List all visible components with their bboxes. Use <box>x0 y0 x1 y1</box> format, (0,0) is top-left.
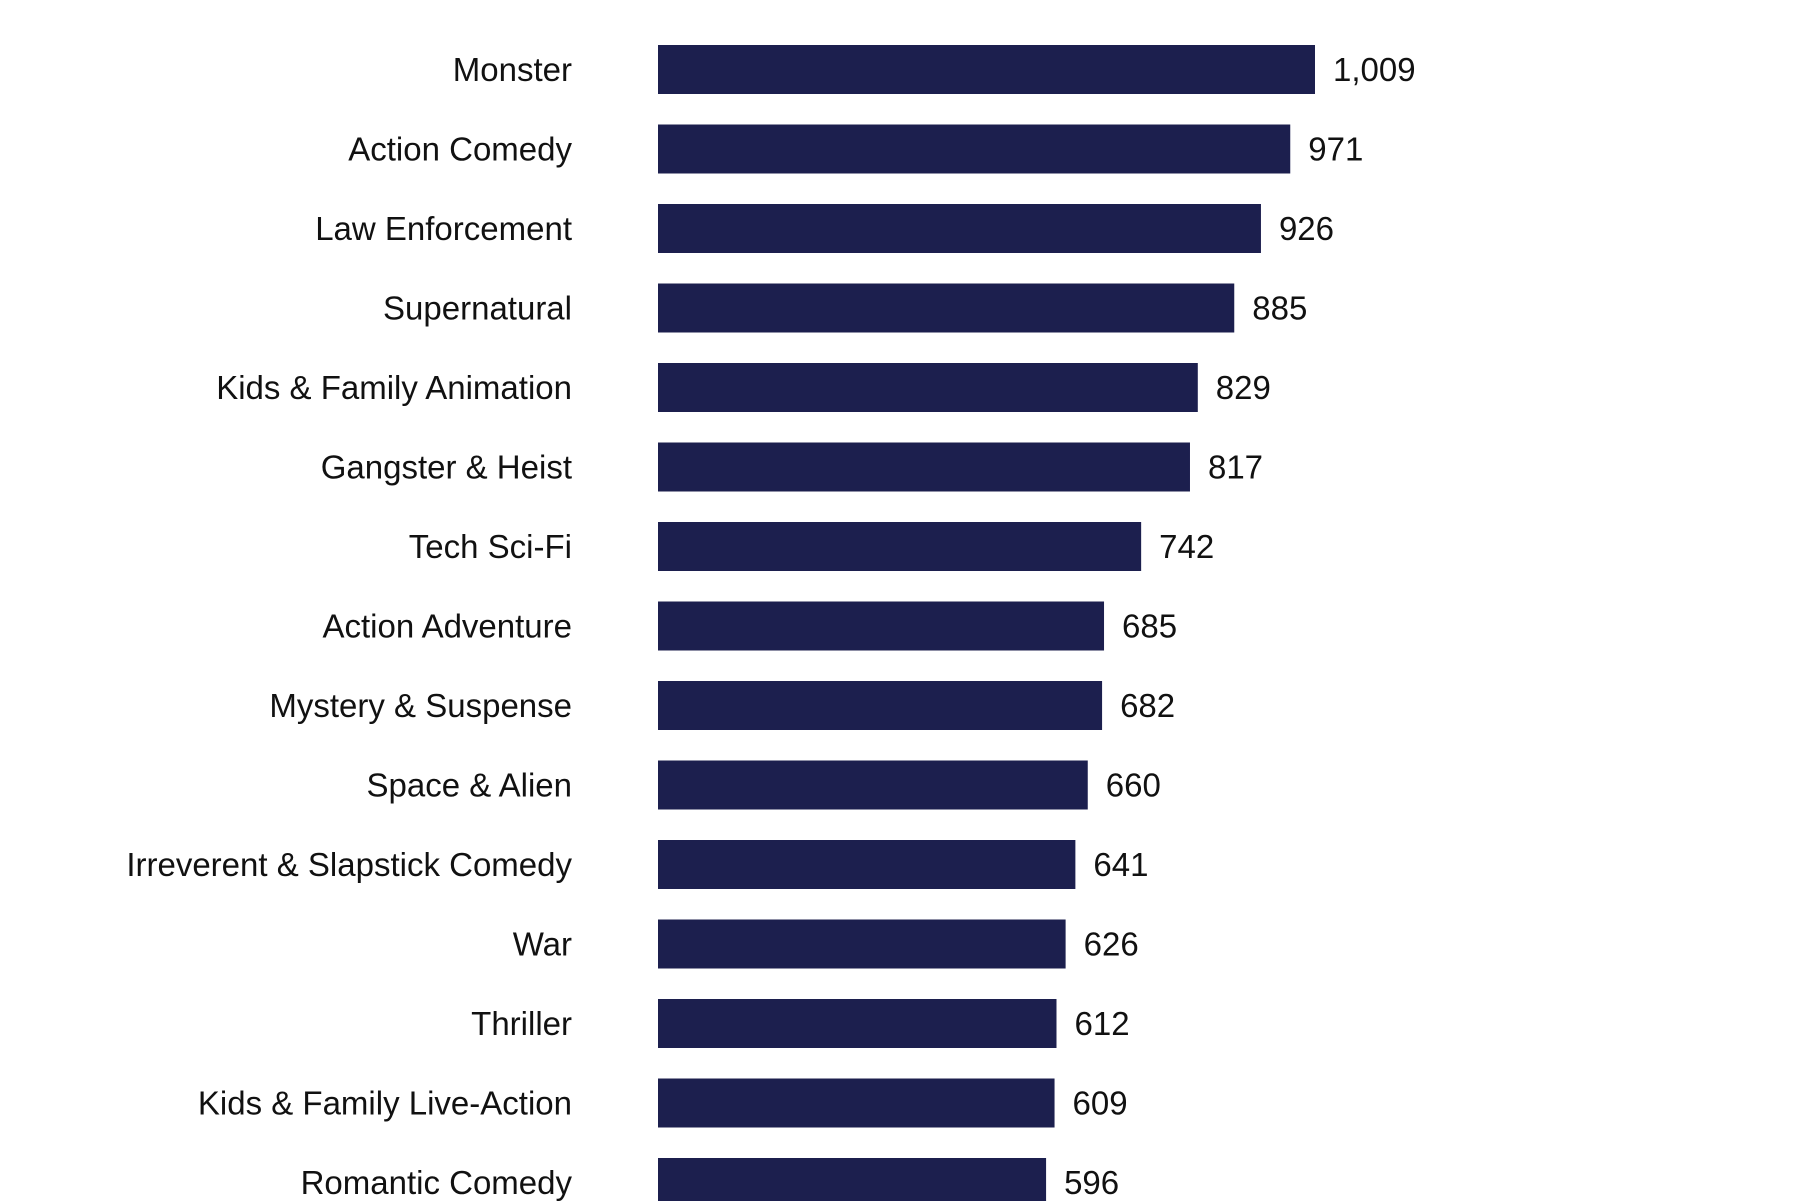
value-label: 829 <box>1216 369 1271 406</box>
bar <box>658 45 1315 94</box>
bar-row: Action Adventure 685 <box>323 601 1177 651</box>
bar <box>658 999 1057 1048</box>
bar <box>658 522 1142 571</box>
category-label: Monster <box>453 51 572 88</box>
bar <box>658 840 1076 889</box>
category-label: War <box>513 926 572 963</box>
bar-row: Kids & Family Animation 829 <box>216 363 1271 412</box>
value-label: 641 <box>1093 846 1148 883</box>
category-label: Irreverent & Slapstick Comedy <box>126 846 572 883</box>
bar <box>658 1078 1055 1128</box>
category-label: Thriller <box>471 1005 572 1042</box>
category-label: Action Comedy <box>348 131 572 168</box>
bar <box>658 919 1066 969</box>
bar-row: Irreverent & Slapstick Comedy 641 <box>126 840 1148 889</box>
bar <box>658 283 1235 333</box>
bar <box>658 124 1291 174</box>
category-label: Action Adventure <box>323 608 573 645</box>
category-label: Law Enforcement <box>315 210 572 247</box>
bar <box>658 760 1088 810</box>
category-label: Gangster & Heist <box>321 449 572 486</box>
value-label: 596 <box>1064 1164 1119 1201</box>
bar <box>658 363 1198 412</box>
bar <box>658 1158 1047 1201</box>
value-label: 609 <box>1073 1085 1128 1122</box>
value-label: 885 <box>1252 290 1307 327</box>
bar <box>658 442 1190 492</box>
bar <box>658 681 1103 730</box>
value-label: 817 <box>1208 449 1263 486</box>
bar-row: War 626 <box>513 919 1139 969</box>
value-label: 971 <box>1308 131 1363 168</box>
value-label: 612 <box>1074 1005 1129 1042</box>
bar-row: Space & Alien 660 <box>367 760 1161 810</box>
value-label: 742 <box>1159 528 1214 565</box>
bar-row: Tech Sci-Fi 742 <box>409 522 1214 571</box>
category-label: Supernatural <box>383 290 572 327</box>
bar-row: Romantic Comedy 596 <box>301 1158 1119 1201</box>
bar-row: Monster 1,009 <box>453 45 1416 94</box>
bar <box>658 601 1105 651</box>
bar <box>658 204 1261 253</box>
bar-row: Thriller 612 <box>471 999 1130 1048</box>
bar-row: Action Comedy 971 <box>348 124 1363 174</box>
category-label: Kids & Family Live-Action <box>198 1085 572 1122</box>
bar-row: Law Enforcement 926 <box>315 204 1334 253</box>
category-label: Romantic Comedy <box>301 1164 573 1201</box>
bar-row: Mystery & Suspense 682 <box>269 681 1175 730</box>
bar-row: Kids & Family Live-Action 609 <box>198 1078 1128 1128</box>
category-label: Tech Sci-Fi <box>409 528 572 565</box>
bar-row: Gangster & Heist 817 <box>321 442 1263 492</box>
value-label: 660 <box>1106 767 1161 804</box>
value-label: 926 <box>1279 210 1334 247</box>
category-label: Mystery & Suspense <box>269 687 572 724</box>
category-label: Kids & Family Animation <box>216 369 572 406</box>
value-label: 685 <box>1122 608 1177 645</box>
bar-row: Supernatural 885 <box>383 283 1307 333</box>
value-label: 1,009 <box>1333 51 1416 88</box>
value-label: 626 <box>1084 926 1139 963</box>
category-label: Space & Alien <box>367 767 572 804</box>
value-label: 682 <box>1120 687 1175 724</box>
